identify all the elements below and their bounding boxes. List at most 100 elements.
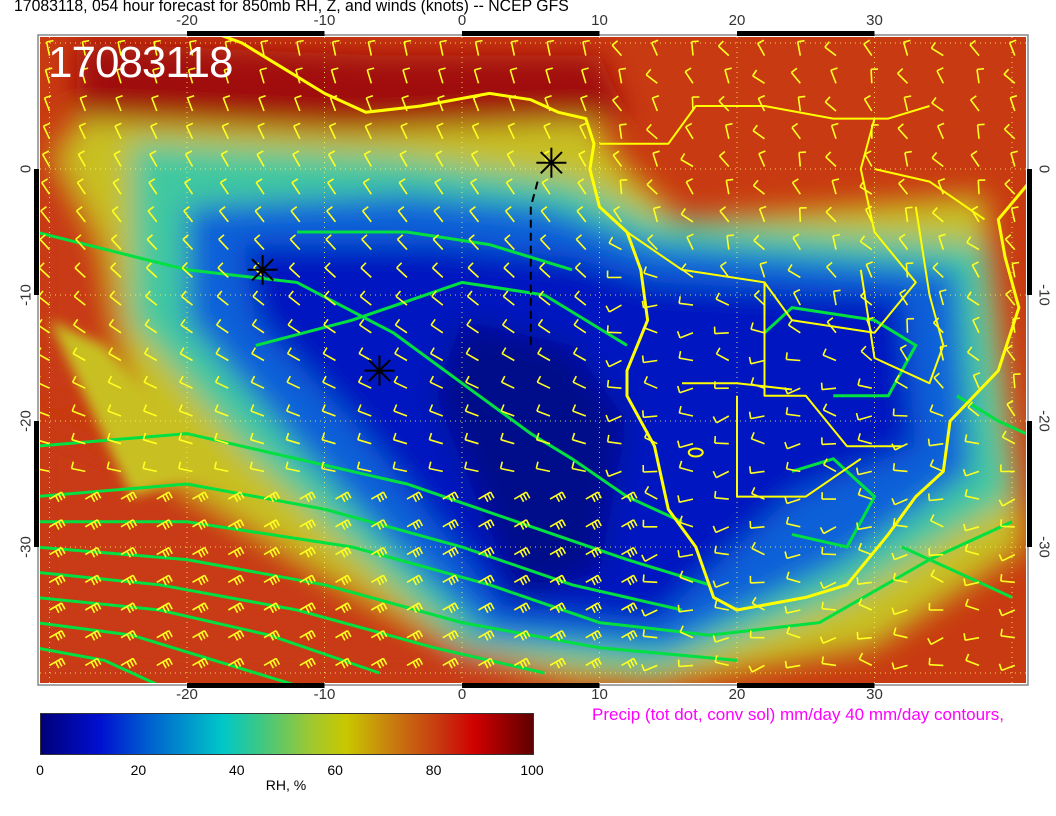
wind-barb [938,233,946,250]
wind-barb [115,94,123,112]
wind-barb [679,625,694,639]
wind-barb [227,657,245,669]
wind-barb [796,39,805,56]
wind-barb [392,461,408,473]
wind-barb [1000,464,1015,473]
wind-barb [500,375,515,389]
wind-barb [252,290,265,306]
wind-barb [621,574,638,586]
wind-barb [438,67,446,84]
bottom-lon-tick: 10 [591,686,608,703]
wind-barb [1009,94,1018,112]
wind-barb [466,290,479,306]
wind-barb [215,318,229,334]
wind-barb [871,124,879,139]
wind-barb [826,261,837,278]
wind-barb [513,546,531,558]
wind-barb [335,630,352,641]
wind-barb [396,234,408,251]
wind-barb [684,67,694,84]
wind-barb [714,436,729,445]
wind-barb [107,404,122,417]
wind-barb [78,122,87,140]
wind-barb [752,69,765,84]
coastline [221,37,1026,612]
wind-barb [1000,628,1015,639]
wind-barb [972,316,980,334]
wind-barb [219,178,229,195]
wind-barb [750,377,765,389]
wind-barb [928,548,944,557]
wind-barb [1000,574,1015,584]
map-title: 17083118, 054 hour forecast for 850mb RH… [14,0,569,15]
height-contour [901,545,1013,599]
wind-barb [370,657,388,669]
wind-barb [606,434,622,445]
wind-barb [971,261,980,278]
wind-barb [577,178,587,195]
wind-barb [370,546,388,558]
asterisk-stroke [540,151,563,175]
wind-barb [397,206,408,223]
wind-barb [216,290,229,306]
wind-barb [977,179,986,195]
wind-barb [821,437,837,446]
wind-barb [677,495,694,503]
wind-barb [499,461,515,473]
wind-barb [825,151,837,168]
wind-barb [49,630,66,641]
right-lat-tick: 0 [1035,164,1053,174]
wind-barb [998,663,1016,672]
top-lon-tick: 30 [866,12,883,29]
wind-barb [120,546,138,558]
wind-barb [857,542,873,556]
wind-barb [396,262,408,278]
wind-barb [753,234,766,251]
wind-barb [402,67,411,84]
wind-barb [434,178,444,195]
wind-barb [71,375,86,389]
wind-barb [927,636,944,646]
wind-barb [714,655,729,667]
wind-barb [330,67,339,84]
wind-barb [249,461,265,473]
wind-barb [541,178,551,195]
wind-barb [576,206,587,223]
wind-barb [644,485,658,500]
asterisk-marker [364,355,395,386]
wind-barb [798,207,807,222]
wind-barb [151,94,159,112]
wind-barb [108,318,122,334]
wind-barb [227,546,245,558]
wind-barb [502,290,515,306]
wind-barb [823,458,837,473]
wind-barb [214,432,229,445]
wind-barb [936,67,945,84]
axis-bar [1027,421,1032,547]
wind-barb [40,376,50,389]
height-contour [40,545,738,662]
wind-barb [1004,234,1016,251]
wind-barb [465,375,479,389]
wind-barb [113,150,122,167]
wind-barb [364,122,373,140]
wind-barb [292,150,301,167]
wind-barb [749,630,765,639]
wind-barb [84,491,102,503]
wind-barb [642,574,658,584]
wind-barb [714,490,729,500]
wind-barb [363,150,372,167]
wind-barb [932,207,944,223]
wind-barb [227,602,245,614]
wind-barb [822,403,837,417]
wind-barb [585,602,602,614]
wind-barb [263,574,281,586]
wind-barb [433,206,444,223]
wind-barb [156,546,173,558]
wind-barb [249,432,265,445]
wind-barb [891,498,908,506]
wind-barb [539,262,551,278]
wind-barb [752,124,765,140]
wind-barb [150,122,158,140]
wind-barb [327,150,337,167]
